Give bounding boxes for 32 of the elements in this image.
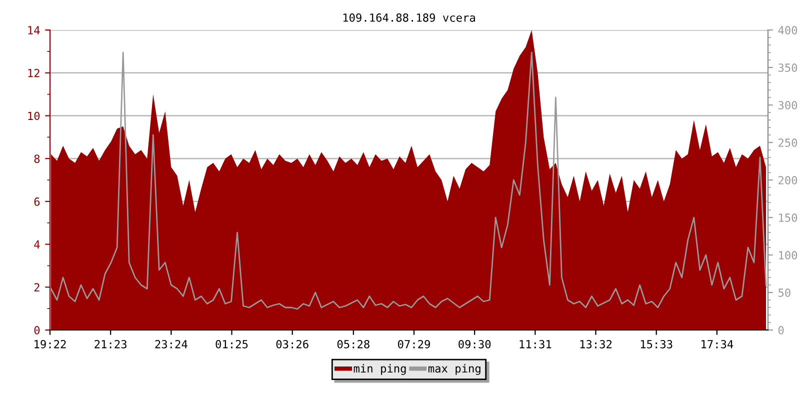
x-tick-label: 17:34 (702, 340, 734, 348)
x-tick-label: 07:29 (398, 340, 430, 348)
legend-label: max ping (428, 364, 480, 375)
y-tick-label: 6 (34, 197, 40, 206)
chart-title: 109.164.88.189 vcera (343, 13, 475, 22)
y2-tick-label: 200 (778, 176, 798, 184)
x-tick-label: 01:25 (216, 340, 248, 348)
x-tick-label: 21:23 (94, 340, 126, 348)
x-tick-label: 15:33 (640, 340, 672, 348)
y2-tick-label: 400 (778, 26, 798, 34)
x-tick-label: 23:24 (155, 340, 188, 348)
x-tick-label: 13:32 (580, 340, 612, 348)
x-tick-label: 11:31 (520, 340, 552, 348)
y-tick-label: 0 (34, 326, 40, 334)
x-tick-label: 09:30 (458, 340, 491, 348)
y2-tick-label: 150 (779, 214, 798, 222)
y-tick-label: 14 (28, 26, 40, 34)
y-tick-label: 12 (28, 68, 40, 78)
y-tick-label: 8 (34, 154, 40, 163)
y-tick-label: 10 (28, 112, 40, 120)
x-tick-label: 05:28 (337, 340, 370, 348)
y2-tick-label: 300 (778, 101, 798, 110)
y2-tick-label: 250 (778, 138, 798, 147)
y-tick-label: 4 (34, 240, 40, 249)
y2-tick-label: 100 (779, 251, 798, 260)
x-tick-label: 03:26 (276, 340, 308, 348)
y-tick-label: 2 (34, 283, 40, 292)
y2-tick-label: 50 (778, 288, 790, 297)
x-tick-label: 19:22 (34, 340, 66, 348)
y2-tick-label: 350 (778, 64, 798, 72)
legend-label: min ping (354, 364, 406, 375)
y2-tick-label: 0 (778, 326, 784, 334)
